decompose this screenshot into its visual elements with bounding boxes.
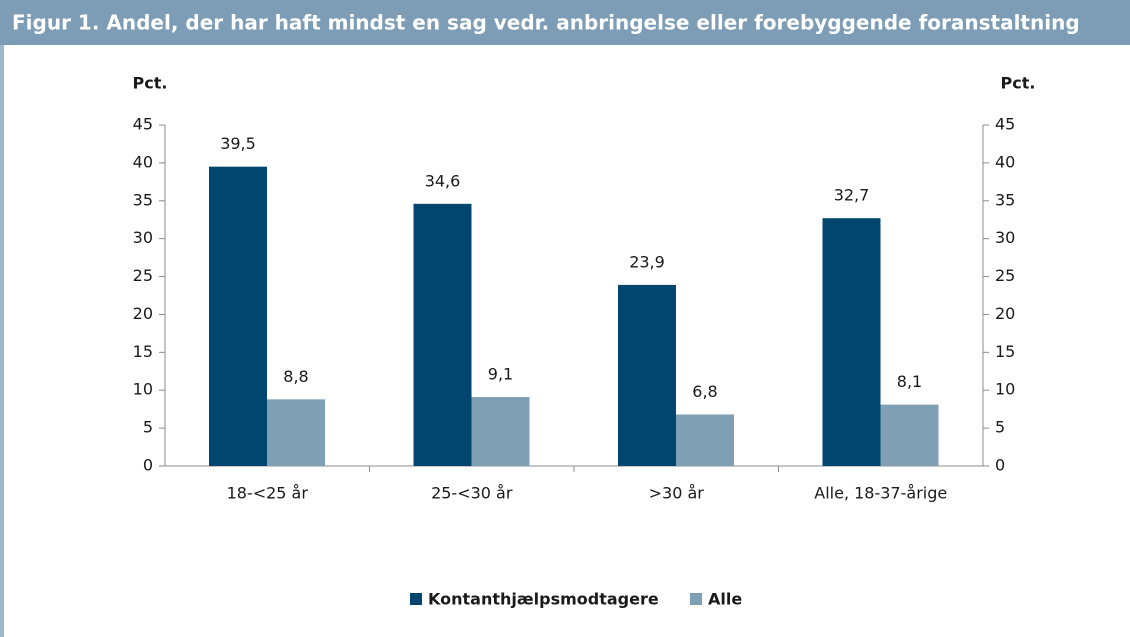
y2-tick-label: 45	[995, 115, 1015, 134]
bar	[880, 404, 939, 466]
chart-title: Figur 1. Andel, der har haft mindst en s…	[12, 11, 1080, 35]
x-tick-label: 25-<30 år	[431, 484, 513, 503]
y2-tick-label: 35	[995, 190, 1015, 209]
bar	[267, 399, 325, 466]
bar	[676, 414, 734, 466]
value-label: 39,5	[220, 134, 256, 153]
bar	[822, 218, 881, 466]
title-bar	[0, 0, 1130, 45]
y-tick-label: 25	[133, 266, 153, 285]
y-tick-label: 15	[133, 342, 153, 361]
legend-label: Kontanthjælpsmodtagere	[428, 590, 659, 609]
y-axis-label: Pct.	[133, 74, 168, 93]
x-tick-label: >30 år	[649, 484, 705, 503]
bar	[618, 284, 676, 466]
value-label: 6,8	[692, 382, 717, 401]
y-tick-label: 5	[143, 418, 153, 437]
y2-tick-label: 30	[995, 228, 1015, 247]
y2-tick-label: 40	[995, 152, 1015, 171]
legend-swatch	[410, 593, 422, 605]
value-label: 32,7	[834, 186, 870, 205]
bar	[209, 166, 267, 466]
y-tick-label: 10	[133, 380, 153, 399]
y2-tick-label: 0	[995, 456, 1005, 475]
frame-border	[0, 45, 4, 637]
legend-swatch	[690, 593, 702, 605]
y-tick-label: 40	[133, 152, 153, 171]
y2-tick-label: 10	[995, 380, 1015, 399]
legend-label: Alle	[708, 590, 742, 609]
x-tick-label: Alle, 18-37-årige	[814, 484, 947, 503]
y2-tick-label: 5	[995, 418, 1005, 437]
y-tick-label: 45	[133, 115, 153, 134]
y2-tick-label: 15	[995, 342, 1015, 361]
bar	[471, 397, 530, 466]
value-label: 9,1	[488, 365, 513, 384]
x-tick-label: 18-<25 år	[227, 484, 309, 503]
y-tick-label: 35	[133, 190, 153, 209]
y-tick-label: 20	[133, 304, 153, 323]
value-label: 23,9	[629, 252, 665, 271]
y-tick-label: 30	[133, 228, 153, 247]
y2-tick-label: 20	[995, 304, 1015, 323]
value-label: 8,1	[897, 372, 922, 391]
value-label: 34,6	[425, 171, 461, 190]
y2-axis-label: Pct.	[1001, 74, 1036, 93]
value-label: 8,8	[283, 367, 308, 386]
bar	[413, 203, 472, 466]
y2-tick-label: 25	[995, 266, 1015, 285]
y-tick-label: 0	[143, 456, 153, 475]
